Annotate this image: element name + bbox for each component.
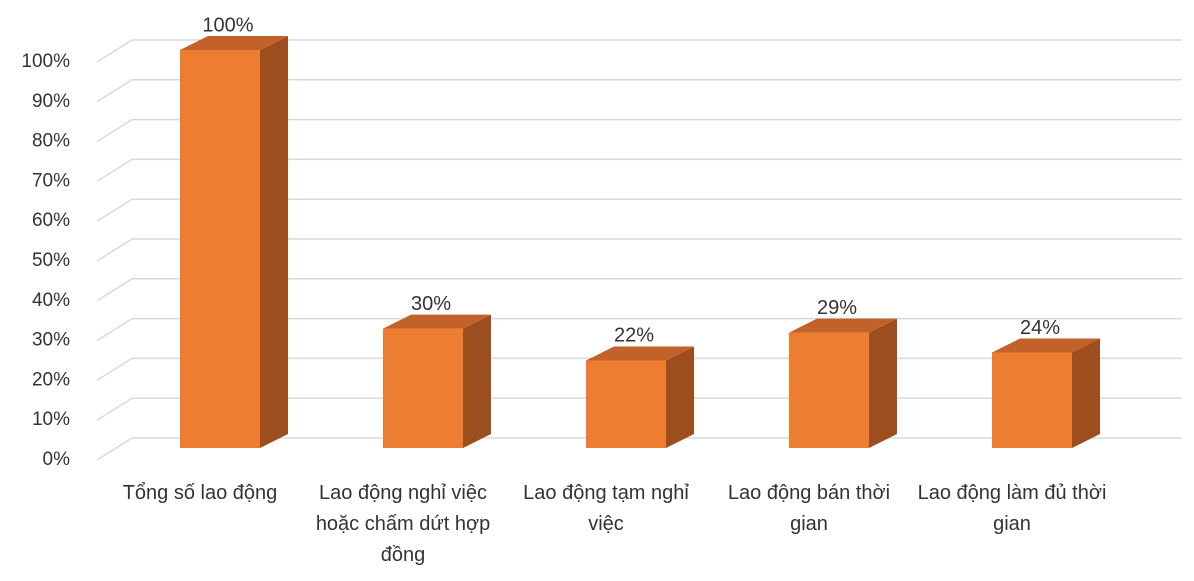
bar-side (260, 36, 288, 448)
value-label: 24% (1020, 317, 1060, 339)
bar-side (666, 346, 694, 448)
bar-top (789, 318, 897, 333)
value-label: 30% (411, 293, 451, 315)
bar (789, 332, 869, 448)
bar-side (463, 314, 491, 448)
x-tick-label: Tổng số lao động (122, 482, 278, 504)
y-tick-label: 60% (32, 210, 70, 231)
y-tick-label: 10% (32, 409, 70, 430)
grid-line (96, 278, 1182, 302)
x-tick-label: Lao động làm đủ thời gian (917, 482, 1107, 535)
y-tick-label: 100% (21, 51, 70, 72)
value-label: 29% (817, 297, 857, 319)
y-tick-label: 80% (32, 131, 70, 152)
grid-line (96, 198, 1182, 222)
grid-line (96, 118, 1182, 143)
y-tick-label: 90% (32, 91, 70, 112)
x-tick-label: Lao động bán thời gian (727, 482, 891, 535)
y-tick-label: 40% (32, 290, 70, 311)
grid-line (96, 79, 1182, 103)
y-tick-label: 30% (32, 330, 70, 351)
y-tick-label: 70% (32, 170, 70, 191)
y-tick-label: 0% (43, 449, 71, 470)
bar-top (180, 36, 288, 50)
bar-top (992, 338, 1100, 353)
value-label: 100% (202, 14, 253, 36)
y-tick-label: 20% (32, 369, 70, 390)
bar (992, 352, 1072, 448)
grid-line (96, 238, 1182, 262)
bar-top (586, 346, 694, 361)
bar (180, 50, 260, 448)
bar-top (383, 314, 491, 329)
bar-side (869, 318, 897, 448)
x-tick-label: Lao động tạm nghỉ việc (523, 482, 689, 535)
bar (383, 328, 463, 448)
bar-side (1072, 338, 1100, 448)
grid-line (96, 39, 1182, 63)
y-tick-label: 50% (32, 250, 70, 271)
value-label: 22% (614, 325, 654, 347)
x-tick-label: Lao động nghỉ việc hoặc chấm dứt hợp đồn… (315, 482, 491, 566)
bar (586, 360, 666, 448)
grid-line (96, 158, 1182, 183)
